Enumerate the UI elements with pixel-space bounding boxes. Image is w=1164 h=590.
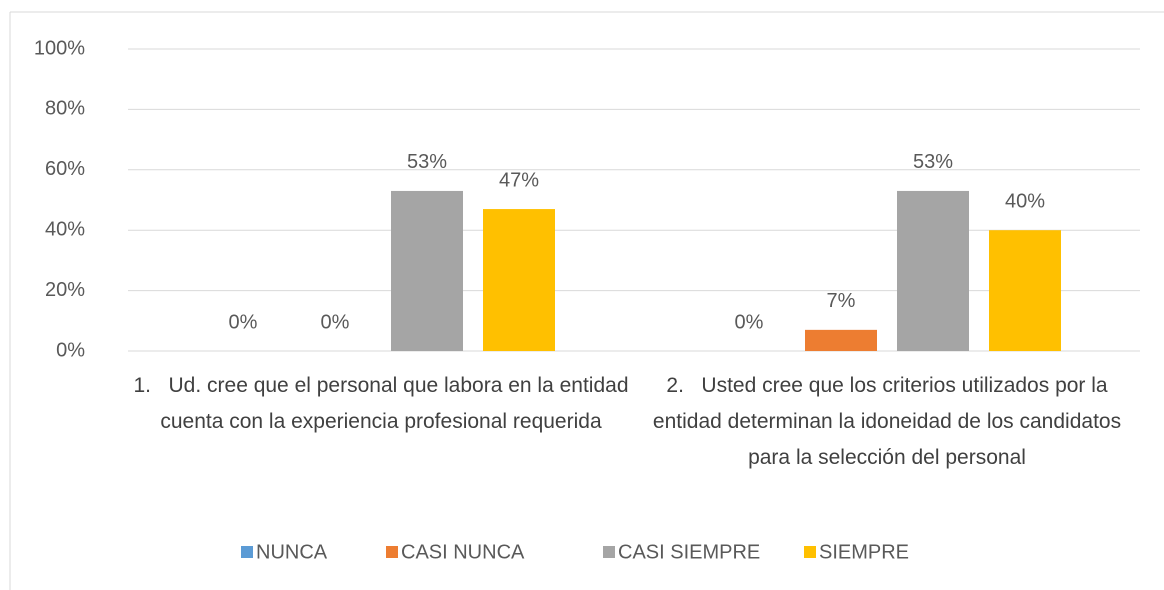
- data-label: 53%: [407, 151, 447, 173]
- bar: [391, 190, 463, 351]
- data-label: 47%: [499, 169, 539, 191]
- bar: [989, 230, 1061, 351]
- data-label: 0%: [321, 311, 350, 333]
- y-tick-label: 0%: [56, 339, 85, 361]
- legend-label: CASI SIEMPRE: [618, 541, 760, 563]
- legend-swatch: [241, 546, 253, 558]
- data-label: 53%: [913, 151, 953, 173]
- y-tick-label: 20%: [45, 279, 85, 301]
- y-tick-label: 100%: [34, 37, 85, 59]
- data-label: 0%: [229, 311, 258, 333]
- y-tick-label: 40%: [45, 218, 85, 240]
- legend-label: CASI NUNCA: [401, 541, 525, 563]
- bar: [805, 329, 877, 351]
- legend-label: SIEMPRE: [819, 541, 909, 563]
- bar: [897, 190, 969, 351]
- data-label: 7%: [827, 290, 856, 312]
- legend-label: NUNCA: [256, 541, 328, 563]
- y-tick-label: 60%: [45, 158, 85, 180]
- legend-swatch: [386, 546, 398, 558]
- data-label: 40%: [1005, 190, 1045, 212]
- y-tick-label: 80%: [45, 98, 85, 120]
- data-label: 0%: [735, 311, 764, 333]
- x-tick-label: 1. Ud. cree que el personal que labora e…: [133, 374, 635, 433]
- legend-swatch: [804, 546, 816, 558]
- legend-swatch: [603, 546, 615, 558]
- x-tick-label: 2. Usted cree que los criterios utilizad…: [652, 374, 1127, 469]
- bar: [483, 209, 555, 351]
